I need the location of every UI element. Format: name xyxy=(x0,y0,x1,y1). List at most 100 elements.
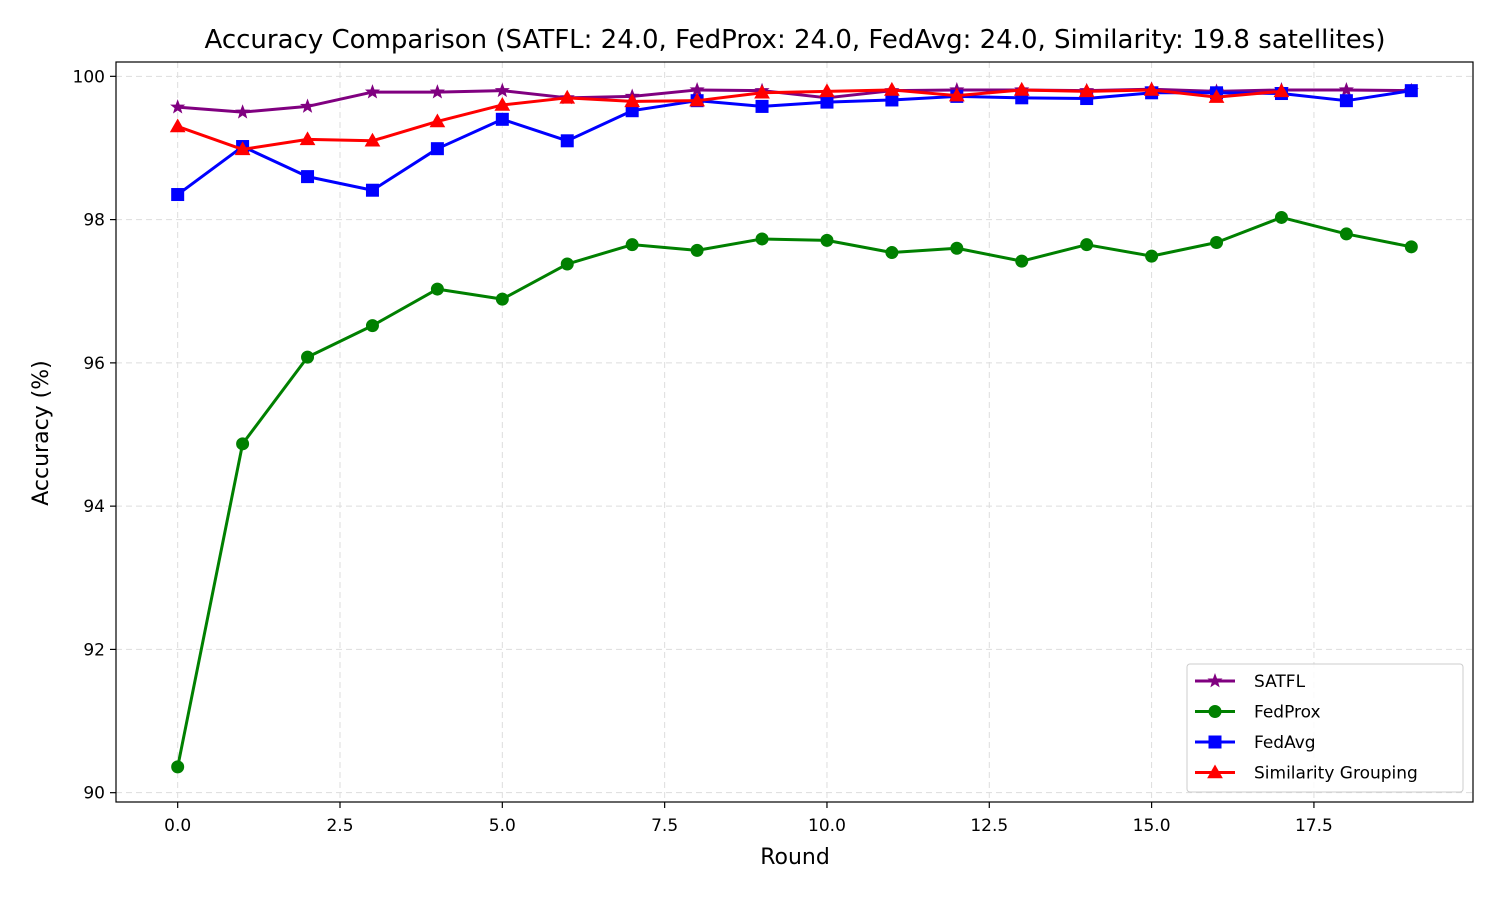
data-point-fedavg xyxy=(1339,94,1353,108)
data-point-fedavg xyxy=(820,95,834,109)
data-point-similarity-grouping xyxy=(624,93,641,108)
data-point-fedavg xyxy=(1404,84,1418,98)
data-point-fedavg xyxy=(171,188,185,202)
data-point-fedavg xyxy=(301,170,315,184)
series-satfl xyxy=(170,81,1419,119)
y-axis-label: Accuracy (%) xyxy=(29,360,54,506)
data-point-fedprox xyxy=(1274,210,1288,224)
x-tick-label: 7.5 xyxy=(651,816,678,836)
series-line-similarity-grouping xyxy=(177,88,1282,151)
data-point-satfl xyxy=(494,82,510,98)
data-point-similarity-grouping xyxy=(429,113,446,128)
series-fedprox xyxy=(171,210,1418,774)
data-point-similarity-grouping xyxy=(1208,89,1225,103)
data-point-similarity-grouping xyxy=(1013,81,1030,96)
data-point-fedprox xyxy=(301,350,315,364)
data-point-fedavg xyxy=(430,142,444,156)
legend-label: SATFL xyxy=(1254,672,1306,692)
series-line-fedavg xyxy=(176,89,1412,196)
data-point-fedavg xyxy=(495,112,509,126)
legend-marker xyxy=(1208,705,1222,718)
x-tick-label: 0.0 xyxy=(164,816,191,836)
data-point-similarity-grouping xyxy=(299,131,316,146)
y-tick-label: 92 xyxy=(83,640,105,660)
y-tick-label: 94 xyxy=(83,497,105,517)
data-point-satfl xyxy=(235,104,251,119)
series-fedavg xyxy=(171,84,1418,202)
legend-item-fedavg: FedAvg xyxy=(1195,733,1316,753)
data-point-fedprox xyxy=(820,233,834,247)
series-layer xyxy=(169,81,1419,774)
data-point-fedprox xyxy=(430,282,444,296)
data-point-fedprox xyxy=(495,292,509,306)
data-point-similarity-grouping xyxy=(819,83,835,98)
data-point-similarity-grouping xyxy=(754,84,770,99)
data-point-fedprox xyxy=(560,257,574,271)
y-tick-label: 90 xyxy=(83,784,105,804)
data-point-satfl xyxy=(1338,81,1354,97)
data-point-fedprox xyxy=(236,437,250,451)
x-tick-label: 12.5 xyxy=(970,816,1008,836)
series-similarity-grouping xyxy=(169,81,1290,156)
plot-frame xyxy=(115,61,1474,803)
data-point-satfl xyxy=(170,99,186,114)
grid-layer xyxy=(116,62,1473,802)
data-point-fedavg xyxy=(365,183,379,197)
data-point-fedavg xyxy=(885,93,899,107)
y-tick-label: 96 xyxy=(83,354,105,374)
data-point-fedprox xyxy=(1145,249,1159,263)
axes-layer: 0.0 2.5 5.0 7.5 10.0 12.5 15.0 17.5 90 92 94 96 98 10… xyxy=(73,61,1474,836)
y-tick-label: 100 xyxy=(73,67,105,87)
series-line-satfl xyxy=(177,87,1412,114)
data-point-similarity-grouping xyxy=(884,81,900,96)
data-point-fedprox xyxy=(1210,236,1224,250)
y-tick-label: 98 xyxy=(83,211,105,231)
data-point-similarity-grouping xyxy=(689,92,705,107)
legend-label: FedAvg xyxy=(1254,733,1316,753)
x-tick-label: 5.0 xyxy=(489,816,516,836)
data-point-fedprox xyxy=(1080,238,1094,252)
data-point-similarity-grouping xyxy=(494,96,511,111)
data-point-fedprox xyxy=(1015,254,1029,268)
legend-label: FedProx xyxy=(1254,703,1321,723)
data-point-satfl xyxy=(299,98,316,113)
data-point-similarity-grouping xyxy=(948,87,965,102)
data-point-fedprox xyxy=(1404,240,1418,254)
x-tick-label: 15.0 xyxy=(1133,816,1171,836)
data-point-satfl xyxy=(689,81,705,97)
legend-label: Similarity Grouping xyxy=(1254,764,1418,784)
data-point-satfl xyxy=(429,84,445,99)
legend-marker xyxy=(1207,764,1223,779)
legend-item-similarity-grouping: Similarity Grouping xyxy=(1195,764,1418,784)
legend-box xyxy=(1186,663,1464,793)
data-point-fedprox xyxy=(690,243,704,257)
data-point-satfl xyxy=(364,84,381,99)
data-point-fedavg xyxy=(755,99,769,113)
data-point-similarity-grouping xyxy=(1273,83,1290,98)
legend-item-satfl: SATFL xyxy=(1195,672,1306,692)
x-tick-label: 10.0 xyxy=(808,816,846,836)
data-point-fedprox xyxy=(171,760,185,774)
legend-item-fedprox: FedProx xyxy=(1195,703,1321,723)
data-point-fedprox xyxy=(885,246,899,260)
data-point-similarity-grouping xyxy=(1143,81,1160,96)
data-point-fedavg xyxy=(560,134,574,148)
data-point-similarity-grouping xyxy=(169,118,186,133)
data-point-similarity-grouping xyxy=(1078,83,1095,98)
legend-marker xyxy=(1207,673,1223,688)
data-point-fedprox xyxy=(625,238,639,252)
data-point-similarity-grouping xyxy=(559,89,576,104)
legend: SATFL FedProx FedAvg Similarity Grouping xyxy=(1186,663,1464,793)
series-line-fedprox xyxy=(176,215,1412,768)
data-point-similarity-grouping xyxy=(234,141,251,156)
legend-marker xyxy=(1208,735,1222,749)
data-point-similarity-grouping xyxy=(364,132,381,147)
x-axis-label: Round xyxy=(760,845,830,870)
data-point-fedprox xyxy=(365,319,379,333)
x-tick-label: 17.5 xyxy=(1295,816,1333,836)
data-point-fedprox xyxy=(755,232,769,246)
data-point-fedprox xyxy=(1339,227,1353,241)
chart-title: Accuracy Comparison (SATFL: 24.0, FedPro… xyxy=(205,25,1386,55)
